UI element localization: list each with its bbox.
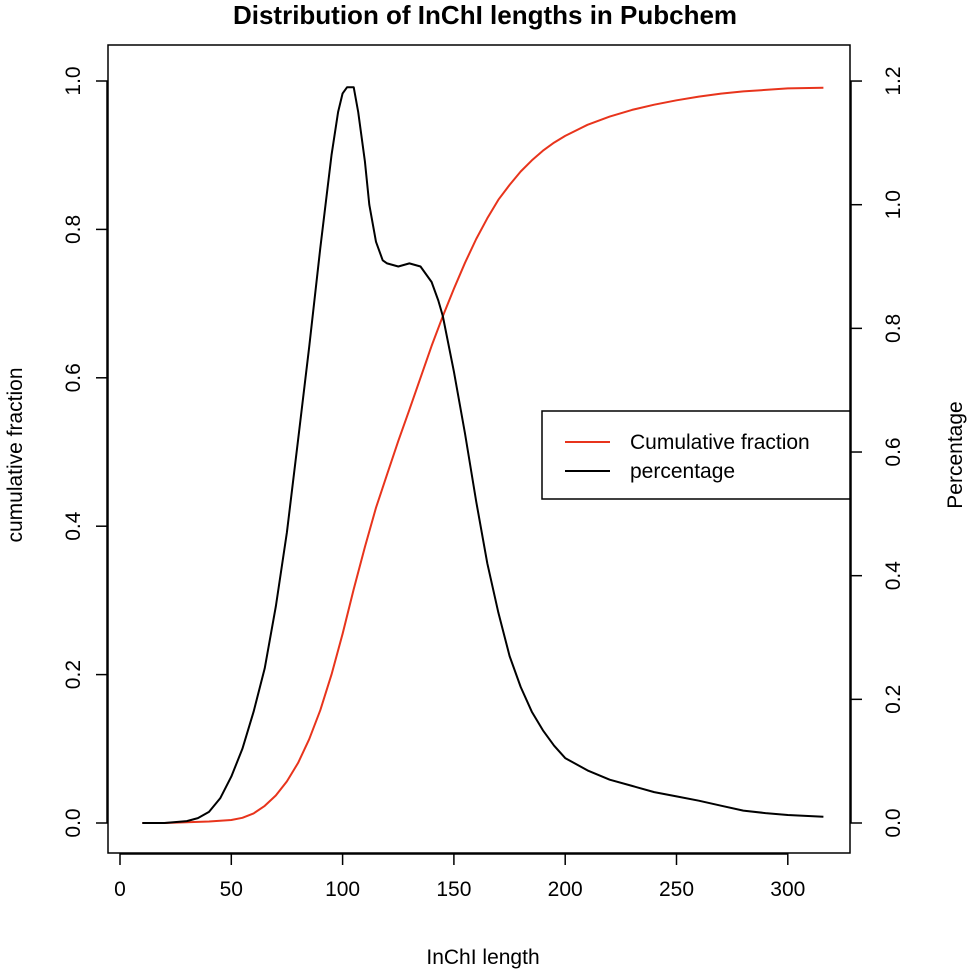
y-tick-label-left: 0.2 bbox=[62, 660, 85, 689]
y-tick-label-right: 1.2 bbox=[882, 66, 905, 95]
x-tick-label: 100 bbox=[325, 878, 360, 901]
chart-title: Distribution of InChI lengths in Pubchem bbox=[233, 0, 737, 30]
x-tick-label: 150 bbox=[436, 878, 471, 901]
y-tick-label-left: 0.6 bbox=[62, 363, 85, 392]
y-axis-left: 0.0 0.2 0.4 0.6 0.8 1.0 bbox=[62, 66, 108, 838]
y-tick-label-right: 0.2 bbox=[882, 685, 905, 714]
legend-box bbox=[541, 410, 851, 500]
y-tick-label-right: 0.0 bbox=[882, 808, 905, 837]
y-tick-label-left: 0.0 bbox=[62, 808, 85, 837]
y-tick-label-right: 0.6 bbox=[882, 437, 905, 466]
y-tick-label-left: 1.0 bbox=[62, 66, 85, 95]
x-axis-label: InChI length bbox=[426, 946, 539, 969]
series-layer bbox=[142, 86, 824, 824]
series-line-percentage bbox=[142, 86, 824, 824]
legend: Cumulative fraction percentage bbox=[541, 410, 851, 500]
y-tick-label-left: 0.8 bbox=[62, 215, 85, 244]
legend-label-cumulative-fraction: Cumulative fraction bbox=[630, 431, 810, 454]
y-tick-label-right: 0.4 bbox=[882, 561, 905, 591]
y-tick-label-right: 1.0 bbox=[882, 190, 905, 219]
y-tick-label-left: 0.4 bbox=[62, 511, 85, 541]
x-tick-label: 50 bbox=[220, 878, 243, 901]
x-tick-label: 200 bbox=[548, 878, 583, 901]
x-tick-label: 250 bbox=[659, 878, 694, 901]
y-tick-label-right: 0.8 bbox=[882, 314, 905, 343]
series-line-cumulative-fraction bbox=[142, 86, 824, 824]
y-axis-label-left: cumulative fraction bbox=[4, 367, 27, 542]
y-axis-label-right: Percentage bbox=[944, 401, 967, 508]
x-axis: 0 50 100 150 200 250 300 bbox=[114, 853, 805, 901]
x-tick-label: 0 bbox=[114, 878, 126, 901]
y-axis-right: 0.0 0.2 0.4 0.6 0.8 1.0 1.2 bbox=[850, 66, 905, 838]
legend-label-percentage: percentage bbox=[630, 460, 735, 483]
x-tick-label: 300 bbox=[770, 878, 805, 901]
